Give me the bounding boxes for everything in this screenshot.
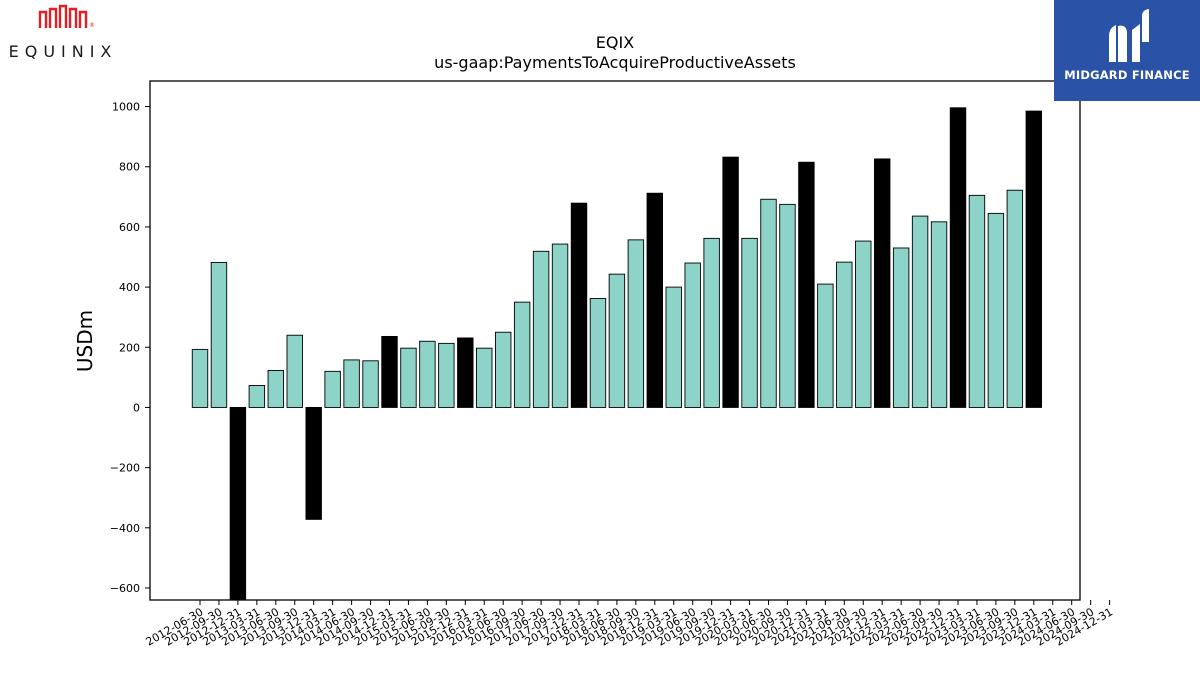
bar-2020-06-30 <box>760 198 777 408</box>
bar-2018-03-31 <box>589 298 607 408</box>
midgard-finance-logo-icon <box>1109 9 1149 63</box>
bar-2022-12-31 <box>949 107 967 408</box>
bar-2016-06-30 <box>495 331 512 408</box>
y-tick-label: −200 <box>110 462 140 475</box>
bar-2019-06-30 <box>684 262 701 408</box>
bar-2017-09-30 <box>551 243 569 408</box>
plot-area: −600−400−200020040060080010002012-06-302… <box>110 101 1115 649</box>
y-tick-label: 600 <box>119 221 140 234</box>
y-axis-label: USDm <box>73 310 97 372</box>
bar-2023-09-30 <box>1006 189 1024 408</box>
bar-2012-09-30 <box>210 261 228 408</box>
chart-subtitle: us-gaap:PaymentsToAcquireProductiveAsset… <box>434 53 796 72</box>
y-tick-label: 200 <box>119 341 140 354</box>
bar-2020-09-30 <box>779 203 796 408</box>
bar-2016-09-30 <box>513 301 531 408</box>
bar-2020-12-31 <box>798 161 815 408</box>
bar-2018-06-30 <box>608 273 626 408</box>
bar-2019-03-31 <box>665 286 682 408</box>
bar-2021-09-30 <box>855 240 872 408</box>
bar-2015-09-30 <box>438 342 455 408</box>
bar-2014-09-30 <box>362 360 379 408</box>
bar-2018-12-31 <box>646 192 663 408</box>
y-tick-label: 0 <box>133 401 140 414</box>
chart-title: EQIX <box>596 33 634 52</box>
equinix-logo: ® EQUINIX <box>0 0 125 70</box>
bar-2014-03-31 <box>324 370 341 408</box>
y-tick-label: 800 <box>119 161 140 174</box>
bar-2020-03-31 <box>741 237 758 408</box>
bar-2014-06-30 <box>343 359 360 408</box>
bar-2016-03-31 <box>476 347 493 408</box>
midgard-finance-logo: MIDGARD FINANCE <box>1054 0 1200 101</box>
equinix-logo-icon: ® <box>38 4 95 29</box>
bar-2012-06-30 <box>191 348 209 408</box>
bar-2014-12-31 <box>381 335 398 408</box>
bar-2015-03-31 <box>400 347 417 408</box>
bar-2022-09-30 <box>930 221 948 408</box>
y-tick-label: −400 <box>110 522 140 535</box>
bar-2018-09-30 <box>627 239 645 408</box>
bar-2021-12-31 <box>874 158 891 408</box>
bar-2019-09-30 <box>703 237 720 408</box>
y-tick-label: 400 <box>119 281 140 294</box>
bar-2015-12-31 <box>457 337 474 408</box>
bar-2023-03-31 <box>968 194 986 408</box>
bar-2019-12-31 <box>722 156 739 408</box>
midgard-finance-wordmark: MIDGARD FINANCE <box>1064 68 1190 82</box>
bar-2015-06-30 <box>419 340 436 408</box>
bar-2013-06-30 <box>267 369 284 408</box>
bar-2023-06-30 <box>987 212 1005 408</box>
equinix-wordmark: EQUINIX <box>8 42 118 61</box>
svg-text:®: ® <box>89 22 95 29</box>
bar-2022-03-31 <box>892 247 910 408</box>
plot-frame <box>149 80 1081 601</box>
bar-2017-06-30 <box>532 250 550 408</box>
y-tick-label: 1000 <box>112 101 140 114</box>
bar-2013-09-30 <box>286 334 303 408</box>
bar-2022-06-30 <box>911 215 929 408</box>
bar-2013-12-31 <box>305 406 322 520</box>
bar-2023-12-31 <box>1025 110 1043 408</box>
bar-2017-12-31 <box>570 202 588 408</box>
bar-2021-06-30 <box>836 261 853 408</box>
bar-2021-03-31 <box>817 283 834 408</box>
y-tick-label: −600 <box>110 582 140 595</box>
bar-2013-03-31 <box>248 385 266 408</box>
bar-2012-12-31 <box>229 406 247 601</box>
